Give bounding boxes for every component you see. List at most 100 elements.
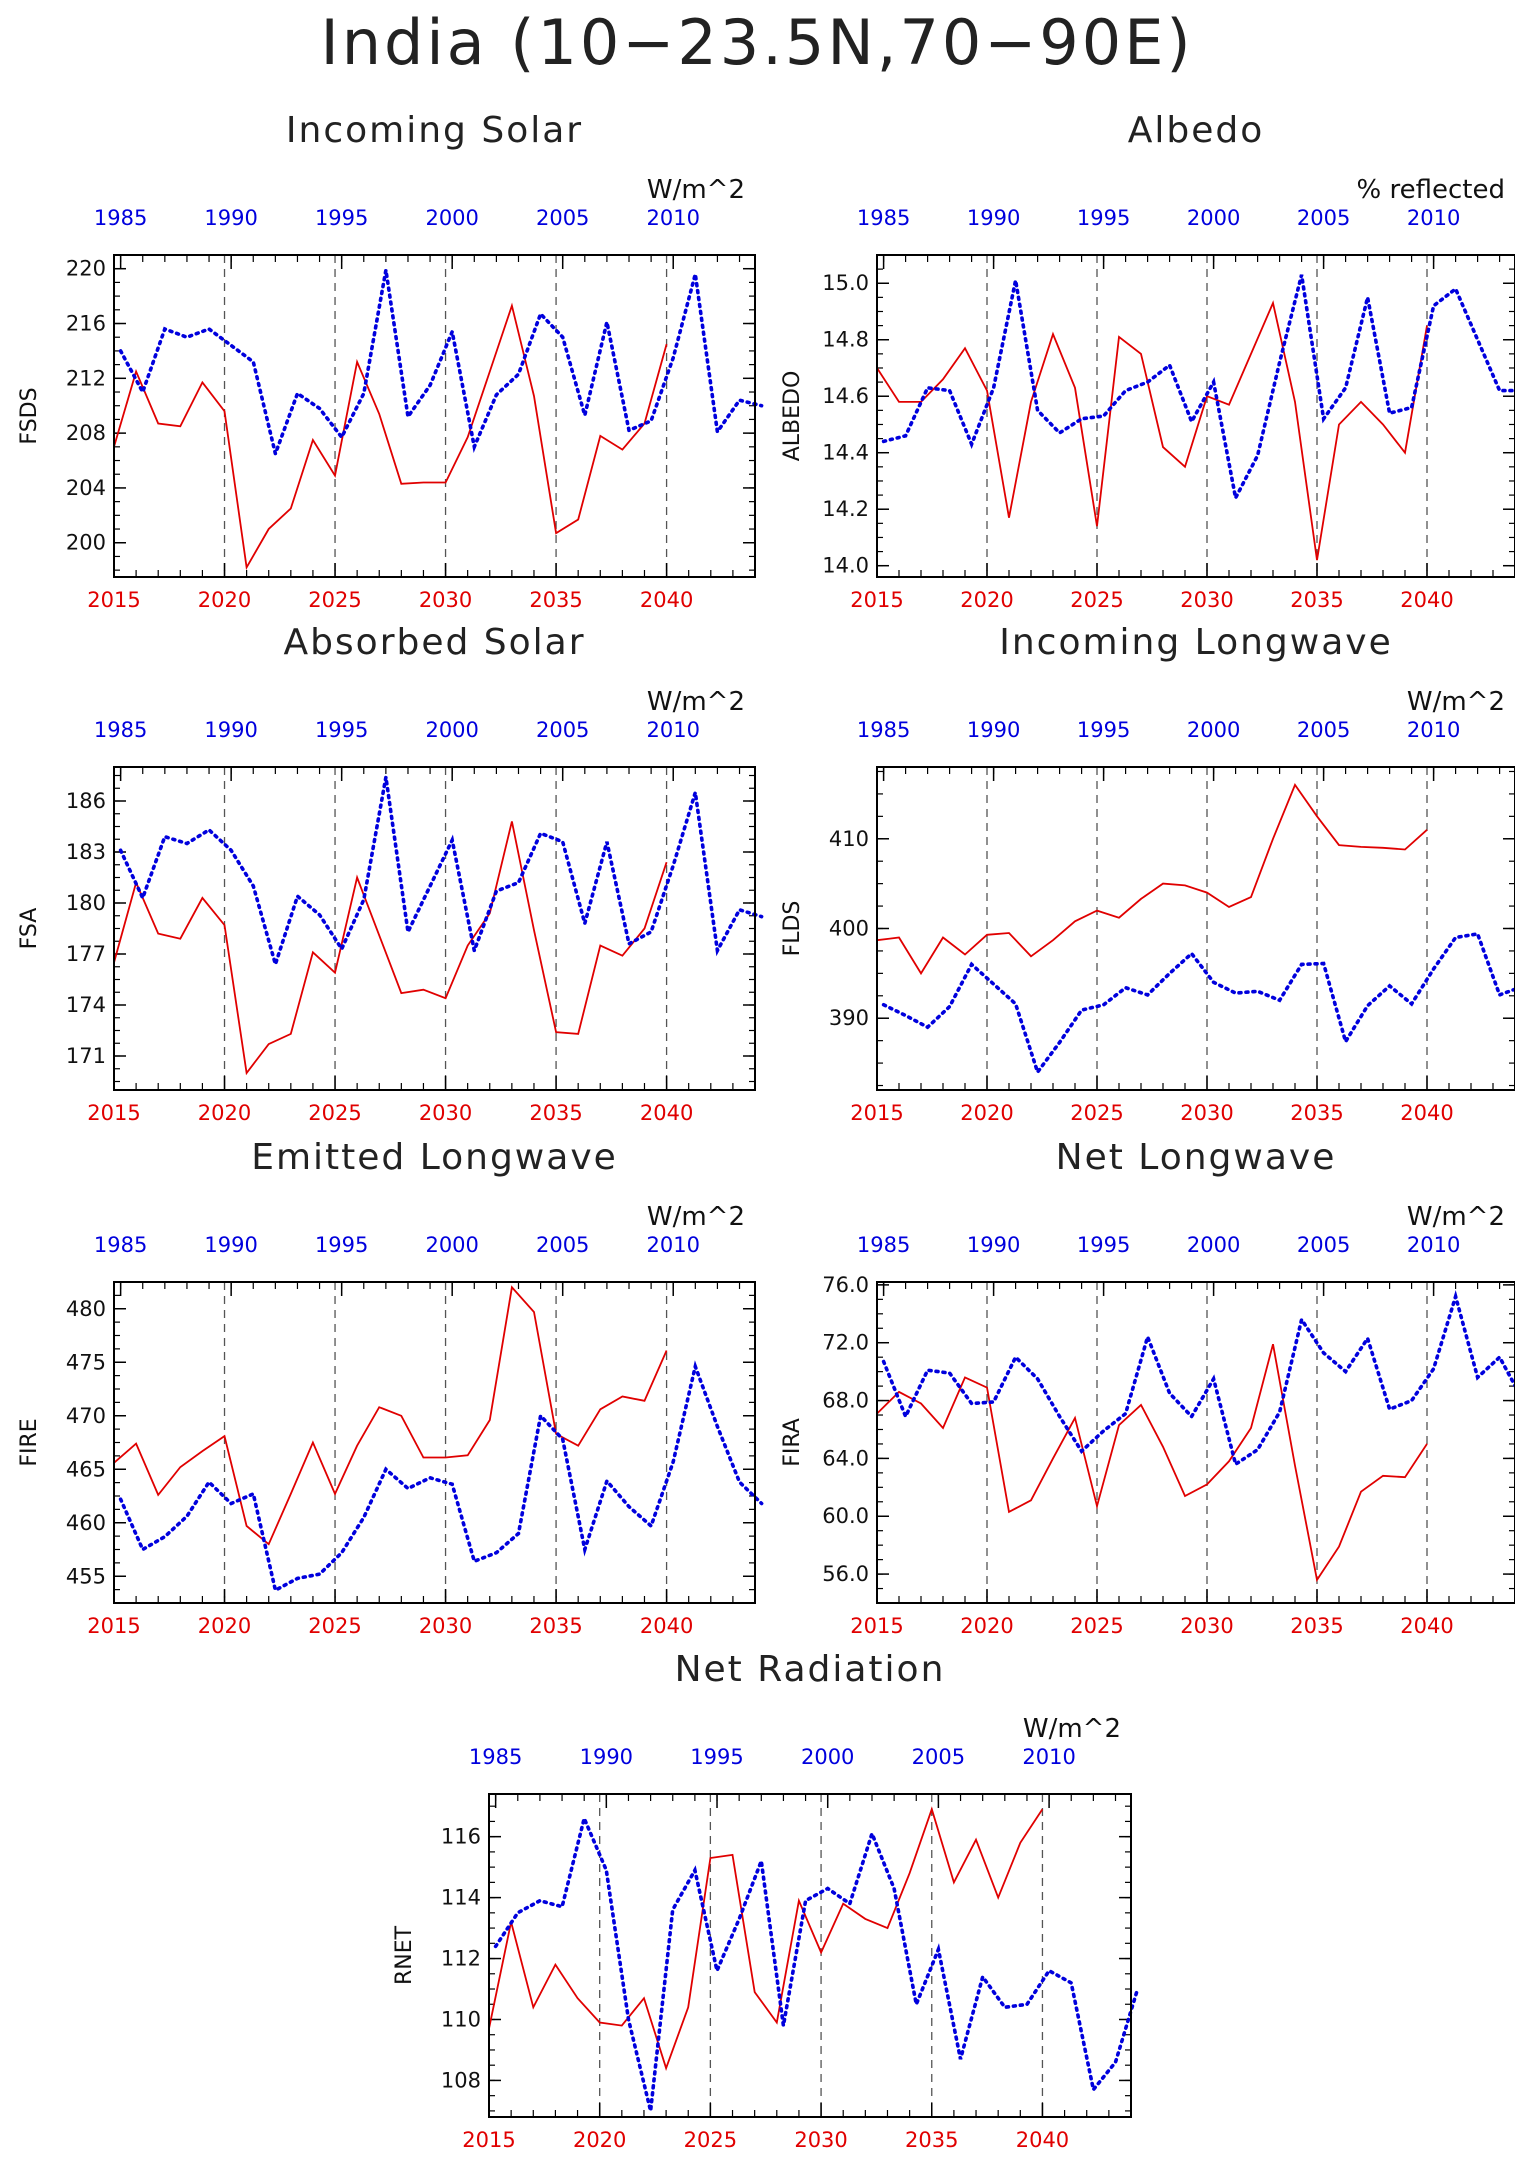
data-point-red bbox=[1294, 1465, 1296, 1467]
data-point-blue bbox=[385, 269, 387, 271]
data-point-blue bbox=[252, 1493, 254, 1495]
x-bottom-tick-label: 2020 bbox=[960, 1101, 1013, 1125]
x-bottom-tick-label: 2035 bbox=[529, 1101, 582, 1125]
series-line-blue bbox=[493, 1812, 1140, 2112]
data-point-red bbox=[1338, 1546, 1340, 1548]
data-point-blue bbox=[297, 392, 299, 394]
data-point-blue bbox=[341, 948, 343, 950]
data-point-red bbox=[599, 435, 601, 437]
x-top-tick-label: 1985 bbox=[94, 206, 147, 230]
data-point-blue bbox=[539, 1900, 541, 1902]
x-bottom-tick-label: 2020 bbox=[198, 1614, 251, 1638]
data-point-blue bbox=[473, 950, 475, 952]
data-point-red bbox=[1096, 910, 1098, 912]
data-point-blue bbox=[429, 384, 431, 386]
data-point-blue bbox=[883, 440, 885, 442]
y-tick-label: 15.0 bbox=[822, 271, 869, 295]
x-bottom-tick-label: 2035 bbox=[529, 1614, 582, 1638]
data-point-blue bbox=[672, 1909, 674, 1911]
data-point-blue bbox=[584, 922, 586, 924]
data-point-blue bbox=[738, 1918, 740, 1920]
data-point-blue bbox=[208, 328, 210, 330]
data-point-red bbox=[511, 820, 513, 822]
y-tick-label: 470 bbox=[66, 1404, 106, 1428]
data-point-blue bbox=[650, 931, 652, 933]
data-point-blue bbox=[871, 1833, 873, 1835]
data-point-red bbox=[709, 1857, 711, 1859]
data-point-red bbox=[378, 413, 380, 415]
data-point-red bbox=[179, 1466, 181, 1468]
data-point-blue bbox=[208, 1481, 210, 1483]
data-point-red bbox=[246, 1525, 248, 1527]
data-point-red bbox=[687, 2006, 689, 2008]
data-point-blue bbox=[1191, 953, 1193, 955]
x-top-tick-label: 2010 bbox=[646, 206, 699, 230]
x-top-tick-label: 2000 bbox=[1187, 206, 1240, 230]
plot-frame bbox=[113, 766, 756, 1091]
data-point-blue bbox=[1015, 1356, 1017, 1358]
data-point-red bbox=[1206, 892, 1208, 894]
data-point-red bbox=[1316, 559, 1318, 561]
data-point-blue bbox=[1301, 1319, 1303, 1321]
data-point-red bbox=[1426, 829, 1428, 831]
data-point-blue bbox=[1037, 1071, 1039, 1073]
data-point-blue bbox=[949, 1372, 951, 1374]
series-line-red bbox=[113, 1285, 668, 1546]
x-top-tick-label: 1990 bbox=[204, 718, 257, 742]
units-label: % reflected bbox=[1357, 175, 1505, 205]
data-point-blue bbox=[694, 792, 696, 794]
data-point-blue bbox=[451, 331, 453, 333]
data-point-red bbox=[666, 1350, 668, 1352]
data-point-red bbox=[312, 951, 314, 953]
data-point-blue bbox=[473, 1560, 475, 1562]
data-point-red bbox=[334, 475, 336, 477]
data-point-red bbox=[1140, 898, 1142, 900]
plot-frame bbox=[113, 254, 756, 578]
y-tick-label: 460 bbox=[66, 1511, 106, 1535]
data-point-red bbox=[135, 1443, 137, 1445]
x-bottom-tick-label: 2025 bbox=[308, 1614, 361, 1638]
data-point-blue bbox=[849, 1903, 851, 1905]
x-top-tick-label: 1990 bbox=[967, 1233, 1020, 1257]
x-bottom-tick-label: 2040 bbox=[1400, 1101, 1453, 1125]
data-point-blue bbox=[1433, 968, 1435, 970]
data-point-blue bbox=[1235, 497, 1237, 499]
data-point-blue bbox=[937, 1948, 939, 1950]
data-point-blue bbox=[1477, 933, 1479, 935]
data-point-blue bbox=[1411, 1003, 1413, 1005]
data-point-blue bbox=[1499, 994, 1501, 996]
x-top-tick-label: 1985 bbox=[857, 206, 910, 230]
data-point-red bbox=[820, 1952, 822, 1954]
data-point-red bbox=[942, 378, 944, 380]
panel-title: Albedo bbox=[1128, 110, 1265, 151]
data-point-blue bbox=[473, 446, 475, 448]
data-point-blue bbox=[1037, 1378, 1039, 1380]
data-point-red bbox=[776, 2022, 778, 2024]
data-point-red bbox=[1162, 446, 1164, 448]
x-top-tick-label: 1985 bbox=[94, 718, 147, 742]
data-point-blue bbox=[993, 983, 995, 985]
data-point-blue bbox=[672, 1461, 674, 1463]
data-point-blue bbox=[252, 885, 254, 887]
x-top-tick-label: 1985 bbox=[857, 1233, 910, 1257]
data-point-red bbox=[1184, 1495, 1186, 1497]
x-bottom-tick-label: 2015 bbox=[850, 1614, 903, 1638]
data-point-blue bbox=[1367, 296, 1369, 298]
series-line-red bbox=[488, 1806, 1044, 2072]
x-top-tick-label: 2010 bbox=[646, 1233, 699, 1257]
data-point-blue bbox=[650, 420, 652, 422]
data-point-blue bbox=[208, 829, 210, 831]
data-point-blue bbox=[1191, 421, 1193, 423]
main-title: India (10−23.5N,70−90E) bbox=[320, 6, 1193, 79]
data-point-blue bbox=[517, 1912, 519, 1914]
data-point-blue bbox=[716, 1426, 718, 1428]
units-label: W/m^2 bbox=[1407, 1202, 1505, 1232]
data-point-red bbox=[1250, 1427, 1252, 1429]
data-point-blue bbox=[893, 1888, 895, 1890]
x-top-tick-label: 2005 bbox=[536, 718, 589, 742]
data-point-red bbox=[1426, 1443, 1428, 1445]
data-point-blue bbox=[1169, 1392, 1171, 1394]
y-tick-label: 68.0 bbox=[822, 1389, 869, 1413]
data-point-blue bbox=[562, 1438, 564, 1440]
y-tick-label: 410 bbox=[829, 827, 869, 851]
